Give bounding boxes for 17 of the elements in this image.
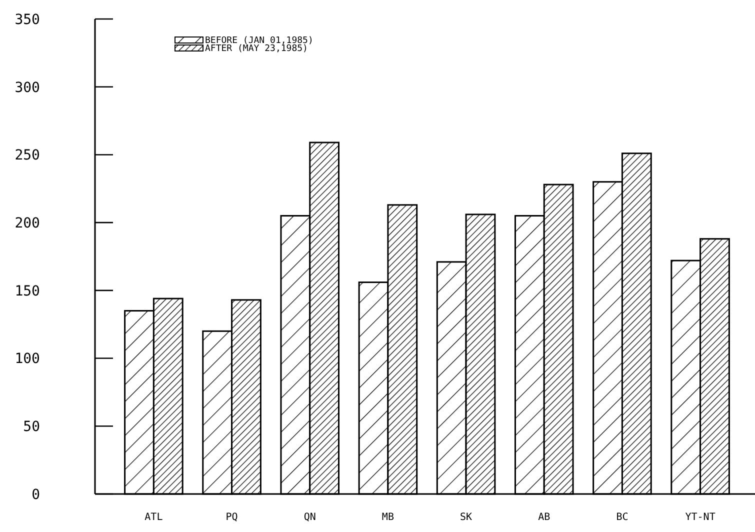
- y-tick-label: 50: [23, 419, 40, 436]
- y-tick-label: 150: [14, 283, 40, 300]
- x-tick-label: ATL: [144, 512, 163, 523]
- x-tick-label: PQ: [226, 512, 238, 523]
- y-tick-label: 250: [14, 148, 40, 164]
- y-tick-label: 300: [14, 80, 40, 96]
- y-tick-label: 200: [14, 215, 40, 232]
- y-tick-label: 350: [14, 12, 40, 28]
- y-tick-label: 100: [14, 351, 40, 368]
- x-tick-label: AB: [538, 512, 550, 523]
- x-tick-label: BC: [616, 512, 628, 523]
- x-tick-label: YT-NT: [685, 512, 716, 523]
- x-tick-label: MB: [382, 512, 394, 523]
- x-tick-label: QN: [304, 512, 316, 523]
- x-tick-label: SK: [460, 512, 472, 523]
- y-tick-label: 0: [32, 486, 40, 503]
- legend-label: AFTER (MAY 23,1985): [205, 44, 308, 54]
